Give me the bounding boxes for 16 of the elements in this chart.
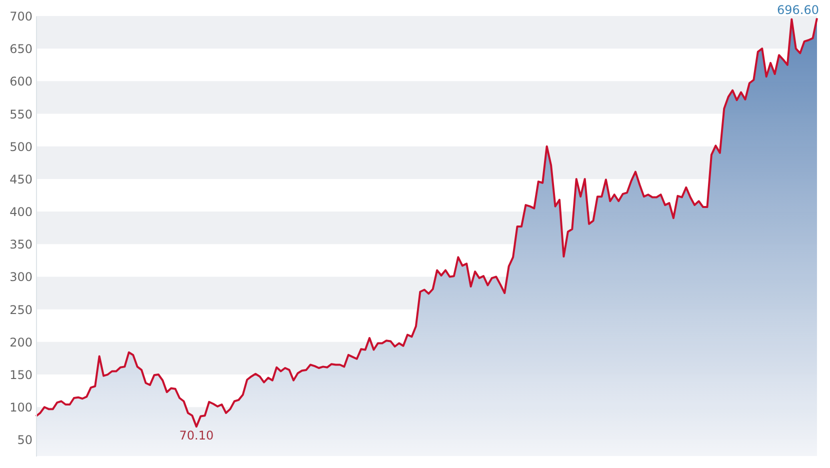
y-tick-label: 50 [17, 433, 32, 448]
y-tick-label: 450 [10, 172, 32, 186]
annotation: 696.60 [777, 3, 819, 18]
y-tick-label: 600 [10, 74, 32, 89]
y-tick-label: 250 [10, 302, 32, 317]
y-tick-label: 550 [10, 107, 32, 122]
y-tick-label: 150 [10, 368, 32, 382]
y-tick-label: 100 [10, 400, 32, 415]
y-tick-label: 350 [10, 238, 32, 252]
y-tick-label: 650 [10, 42, 32, 56]
y-tick-label: 700 [10, 10, 32, 24]
y-tick-label: 300 [10, 270, 32, 284]
y-tick-label: 200 [10, 335, 32, 350]
annotation: 70.10 [179, 428, 214, 443]
y-tick-label: 500 [10, 140, 32, 154]
y-tick-label: 400 [10, 205, 32, 220]
